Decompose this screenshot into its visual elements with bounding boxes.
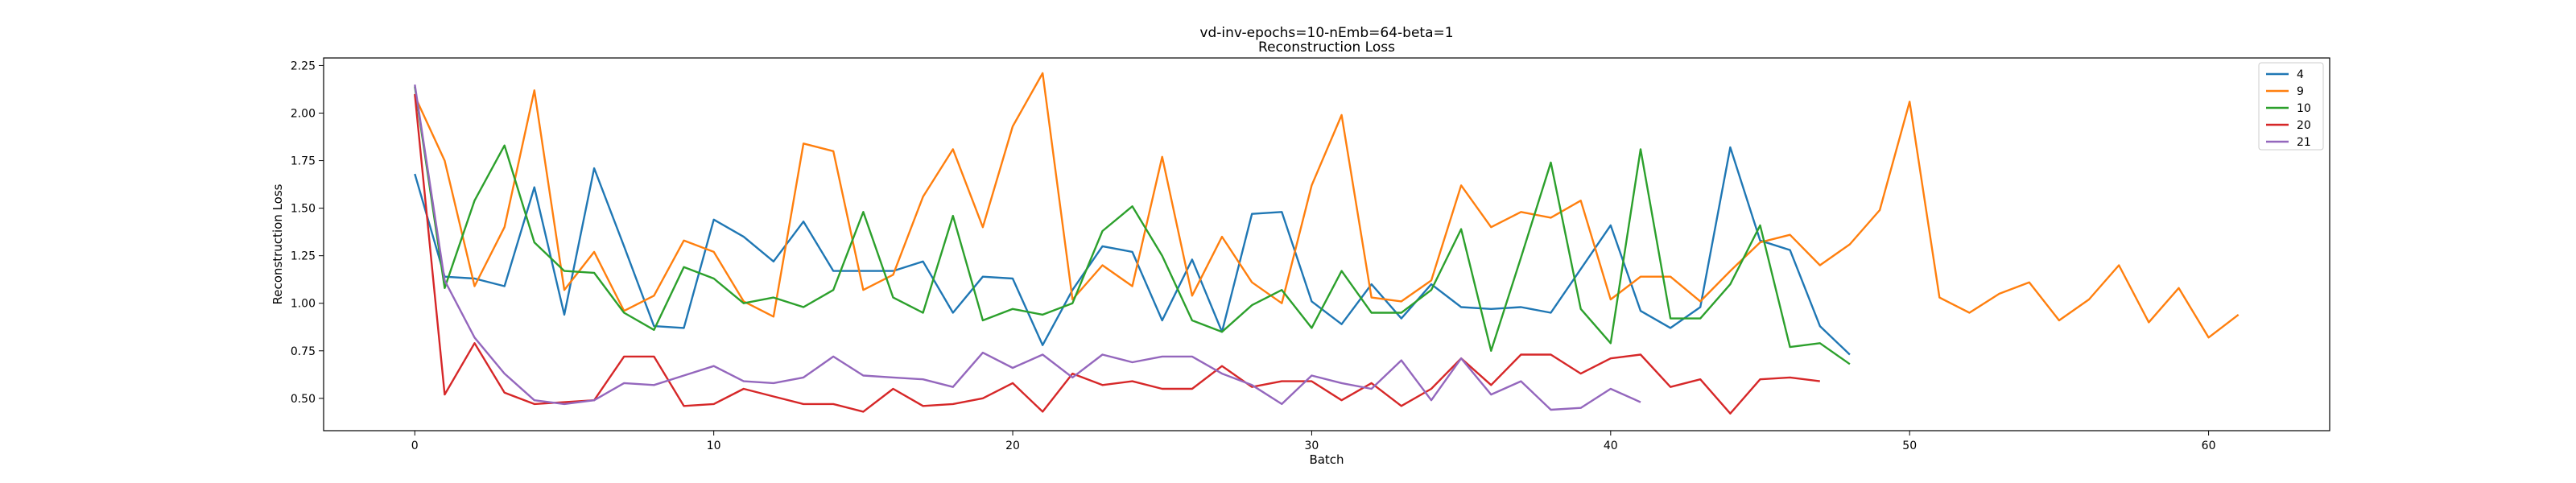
- legend-label: 20: [2297, 119, 2311, 132]
- x-tick-label: 10: [707, 440, 721, 452]
- y-tick-label: 2.25: [291, 60, 316, 72]
- y-tick-label: 0.50: [291, 393, 316, 406]
- y-tick-label: 0.75: [291, 345, 316, 358]
- x-tick-label: 30: [1305, 440, 1319, 452]
- y-tick-label: 1.75: [291, 155, 316, 168]
- series-line-9: [414, 72, 2240, 339]
- legend-entry-9: 9: [2266, 85, 2304, 98]
- legend-frame: [2258, 62, 2324, 151]
- series-line-10: [414, 86, 1851, 365]
- legend-entry-21: 21: [2266, 136, 2311, 149]
- legend-entry-20: 20: [2266, 119, 2311, 132]
- legend-label: 9: [2297, 85, 2304, 98]
- axes-frame: [323, 57, 2330, 431]
- legend: 4 9 10 20 21: [2258, 62, 2324, 151]
- x-tick-label: 50: [1902, 440, 1917, 452]
- y-tick-label: 2.00: [291, 108, 316, 121]
- series-line-4: [414, 146, 1851, 356]
- plot-area: [323, 57, 2330, 431]
- x-tick-label: 60: [2202, 440, 2216, 452]
- y-axis-label: Reconstruction Loss: [270, 184, 285, 304]
- x-tick-label: 40: [1604, 440, 1618, 452]
- x-tick-label: 20: [1005, 440, 1020, 452]
- y-tick-label: 1.00: [291, 298, 316, 311]
- x-axis-ticks: 0 10 20 30 40 50 60: [411, 431, 2216, 452]
- legend-entry-10: 10: [2266, 102, 2311, 115]
- series-line-20: [414, 93, 1820, 415]
- y-tick-label: 1.25: [291, 250, 316, 263]
- legend-label: 21: [2297, 136, 2311, 149]
- legend-label: 10: [2297, 102, 2311, 115]
- chart-title: vd-inv-epochs=10-nEmb=64-beta=1: [1199, 25, 1453, 41]
- x-tick-label: 0: [411, 440, 419, 452]
- chart-subtitle: Reconstruction Loss: [1258, 39, 1395, 56]
- legend-label: 4: [2297, 68, 2304, 81]
- series-line-21: [414, 84, 1641, 411]
- y-tick-label: 1.50: [291, 203, 316, 216]
- x-axis-label: Batch: [1309, 452, 1344, 467]
- series-lines: [414, 72, 2240, 415]
- legend-entry-4: 4: [2266, 68, 2304, 81]
- legend-items: 4 9 10 20 21: [2266, 68, 2311, 149]
- y-axis-ticks: 0.50 0.75 1.00 1.25 1.50 1.75 2.00 2.25: [291, 60, 324, 406]
